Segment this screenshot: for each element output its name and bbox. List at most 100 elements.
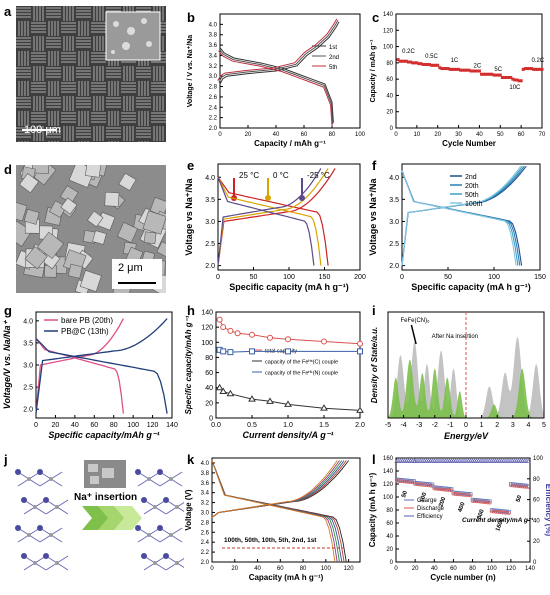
- data-point: [459, 68, 463, 72]
- annotation: FeFe(CN)₆: [400, 318, 430, 324]
- y-tick-label: 4.0: [389, 175, 399, 182]
- x-tick-label: 70: [539, 132, 546, 138]
- y-tick-label: 3.0: [201, 510, 210, 516]
- x-tick-label: 80: [300, 566, 307, 572]
- thermometer-bulb: [265, 195, 271, 201]
- rate-label: 50: [516, 494, 524, 503]
- cube-particle: [31, 165, 50, 175]
- data-point: [249, 348, 255, 355]
- data-point: [500, 76, 504, 80]
- discharge-point: [478, 499, 483, 504]
- lattice-atom: [163, 553, 169, 559]
- x-axis-label: Cycle Number: [442, 139, 496, 148]
- rate-label: 1600: [495, 517, 505, 532]
- y-axis-label: Capacity / mAh g⁻¹: [370, 39, 377, 102]
- rate-label: 800: [477, 508, 486, 520]
- y-tick-label: 2.6: [201, 530, 210, 536]
- data-point: [509, 76, 513, 80]
- y-tick-label: 140: [201, 310, 213, 317]
- charge-curve: [211, 460, 347, 518]
- discharge-point: [497, 510, 502, 514]
- discharge-curve-1st: [219, 47, 334, 123]
- data-point: [215, 383, 224, 391]
- cube-particle: [36, 231, 65, 260]
- x-axis-label: Specific capacity (mA h g⁻¹): [229, 282, 348, 292]
- data-point: [502, 76, 506, 80]
- data-point: [465, 68, 469, 72]
- discharge-curve: [35, 338, 168, 414]
- plot-frame: [211, 457, 361, 563]
- lattice-atom: [147, 533, 151, 537]
- data-point: [266, 397, 274, 404]
- data-point: [421, 62, 425, 66]
- panel-label-c: c: [372, 10, 380, 25]
- discharge-point: [470, 499, 475, 503]
- discharge-point: [488, 500, 492, 505]
- panel-k-chart: 0 20 40 60 80 100 120 2.0 2.2 2.4 2.6 2.8 3.0 3.2 3.4 3…: [184, 457, 361, 582]
- y-tick-label: 3.5: [205, 197, 215, 204]
- lattice-atom: [157, 469, 163, 475]
- discharge-point: [445, 488, 450, 492]
- annotation-arrow: [410, 324, 417, 345]
- data-point: [248, 395, 256, 402]
- y-tick-label: 4.0: [23, 318, 33, 325]
- panel-label-g: g: [4, 303, 12, 318]
- charge-point: [526, 483, 530, 488]
- data-point: [398, 59, 402, 63]
- cube-particle: [118, 172, 137, 191]
- y-tick-label: 60: [386, 77, 393, 83]
- y-tick-label: 100: [383, 45, 394, 51]
- y-tick-label: 0: [390, 560, 394, 566]
- x-tick-label: 100: [321, 566, 332, 572]
- y-tick-label: 3.4: [201, 491, 210, 497]
- x-tick-label: 1: [480, 422, 484, 429]
- data-point: [220, 348, 227, 355]
- y-tick-label: 4.0: [205, 175, 215, 182]
- x-tick-label: 120: [506, 566, 517, 572]
- data-point: [454, 67, 458, 71]
- legend-label: Charge: [417, 498, 437, 504]
- data-point: [532, 67, 536, 71]
- x-tick-label: 140: [166, 422, 178, 429]
- cube-particle: [156, 241, 166, 258]
- cube-particle: [85, 165, 102, 178]
- x-tick-label: -2: [432, 422, 438, 429]
- panel-label-f: f: [372, 158, 377, 173]
- legend-label: 50th: [465, 192, 479, 199]
- discharge-point: [451, 491, 456, 496]
- discharge-point: [501, 510, 505, 515]
- x-tick-label: 40: [71, 422, 79, 429]
- data-point: [438, 66, 442, 70]
- discharge-point: [520, 484, 525, 489]
- discharge-point: [434, 486, 438, 491]
- y-tick-label: 100: [201, 340, 213, 347]
- discharge-curve-5th: [218, 50, 333, 126]
- y2-axis-label: Efficiency (%): [544, 484, 550, 537]
- cube-particle: [24, 246, 48, 270]
- panel-a-sem-image: [16, 6, 166, 142]
- x-tick-label: 4: [526, 422, 530, 429]
- current-density-label: Current density/mA g⁻¹: [462, 517, 534, 524]
- panel-j-structure-image: [15, 460, 184, 571]
- y-axis-label: Voltage (V): [184, 489, 193, 531]
- annotation: After Na insertion: [432, 334, 478, 340]
- y-tick-label: 40: [205, 385, 213, 392]
- y-tick-label: 0: [390, 126, 394, 132]
- lattice-atom: [55, 505, 59, 509]
- x-tick-label: 10: [414, 132, 421, 138]
- panel-label-i: i: [372, 303, 376, 318]
- y-axis-label: Voltage/V vs. Na/Na⁺: [2, 320, 12, 410]
- dos-area: [388, 359, 544, 418]
- data-point: [356, 406, 364, 413]
- data-point: [267, 334, 273, 341]
- data-point: [525, 67, 529, 71]
- charge-curve: [401, 165, 522, 266]
- x-tick-label: 40: [476, 132, 483, 138]
- x-axis-label: Specific capacity/mAh g⁻¹: [48, 430, 159, 440]
- data-point: [461, 68, 465, 72]
- x-tick-label: 3: [511, 422, 515, 429]
- legend-label: 5th: [329, 65, 337, 71]
- discharge-point: [424, 483, 429, 487]
- y-tick-label: 4.0: [209, 22, 218, 28]
- panel-g-chart: 0 20 40 60 80 100 120 140 2.0 2.5 3.0 3.5 4.0 Specifi…: [2, 311, 178, 440]
